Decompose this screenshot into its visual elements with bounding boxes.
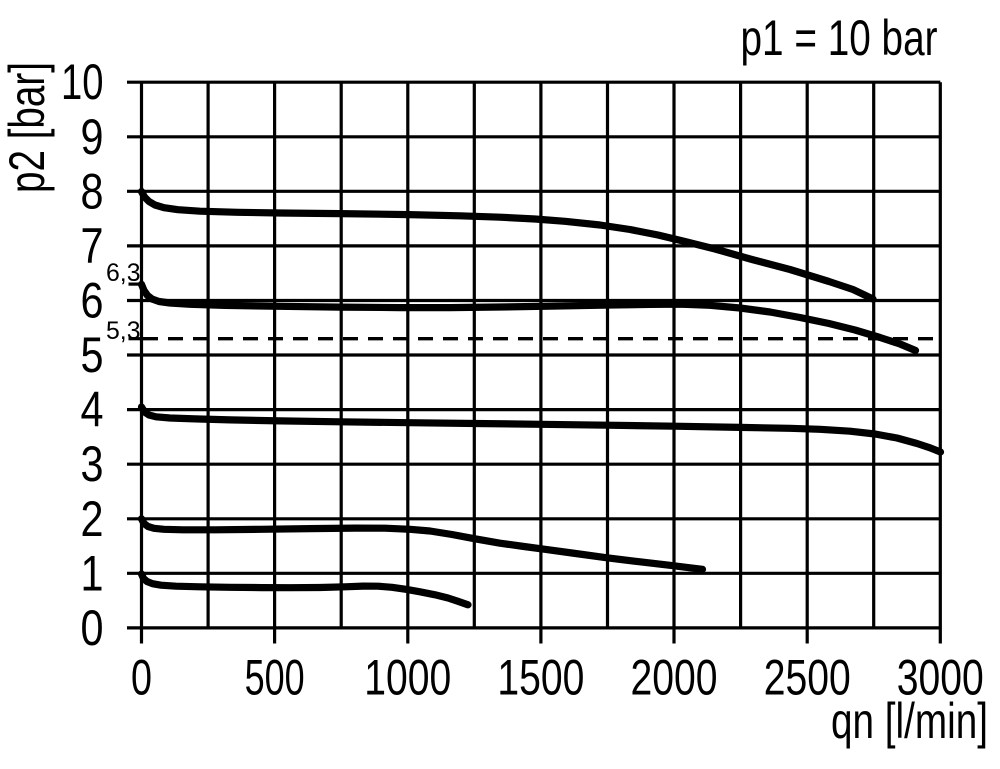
- svg-text:1: 1: [81, 545, 104, 601]
- svg-text:2: 2: [81, 491, 104, 547]
- svg-text:p2 [bar]: p2 [bar]: [0, 62, 55, 193]
- svg-text:3: 3: [81, 436, 104, 492]
- svg-text:qn [l/min]: qn [l/min]: [831, 693, 988, 749]
- svg-text:9: 9: [81, 109, 104, 165]
- svg-text:0: 0: [81, 600, 104, 656]
- svg-text:8: 8: [81, 163, 104, 219]
- svg-text:1000: 1000: [364, 650, 451, 706]
- svg-text:10: 10: [61, 54, 104, 110]
- svg-text:2000: 2000: [631, 650, 718, 706]
- svg-text:500: 500: [245, 650, 305, 706]
- svg-text:1500: 1500: [497, 650, 584, 706]
- svg-text:6,3: 6,3: [106, 259, 141, 287]
- svg-text:5,3: 5,3: [106, 317, 141, 345]
- svg-text:2500: 2500: [764, 650, 851, 706]
- svg-text:4: 4: [81, 382, 104, 438]
- svg-text:3000: 3000: [897, 650, 984, 706]
- svg-text:5: 5: [81, 327, 104, 383]
- svg-text:0: 0: [131, 650, 152, 706]
- svg-text:p1 = 10 bar: p1 = 10 bar: [741, 10, 938, 66]
- svg-text:6: 6: [81, 273, 104, 329]
- svg-text:7: 7: [81, 218, 104, 274]
